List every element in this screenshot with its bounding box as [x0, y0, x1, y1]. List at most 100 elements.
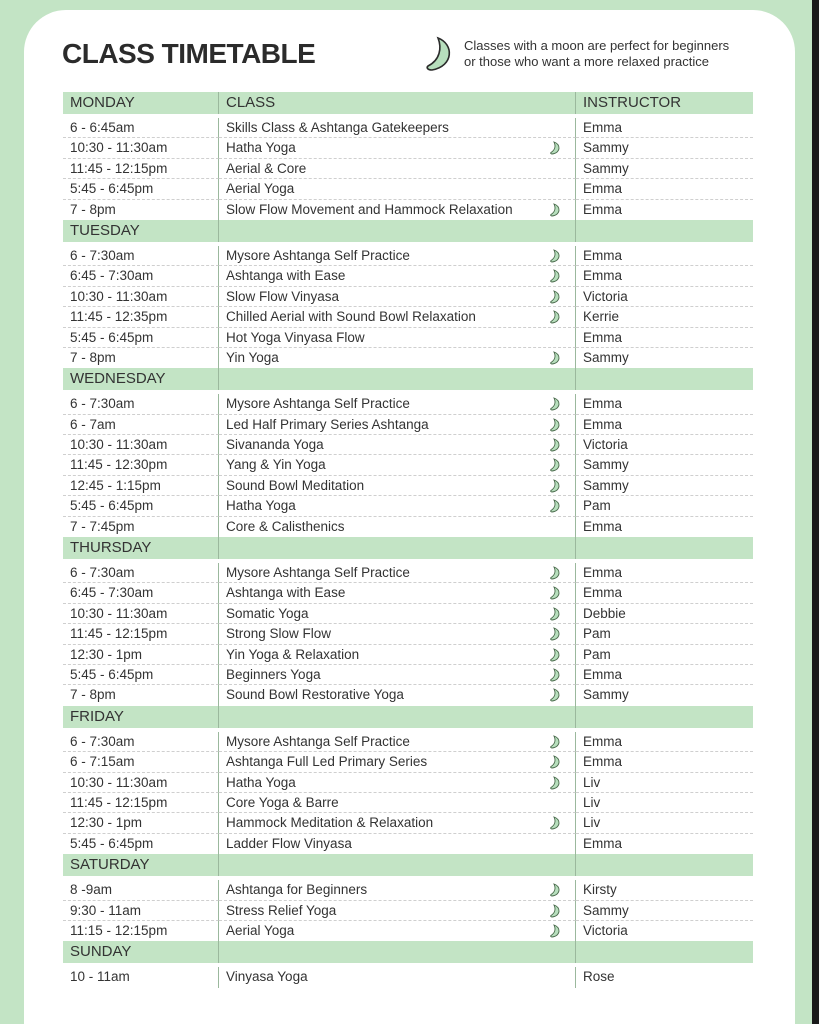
class-name-cell: Sound Bowl Restorative Yoga — [219, 685, 576, 706]
instructor: Sammy — [576, 159, 753, 180]
moon-icon — [550, 438, 560, 452]
moon-icon — [550, 755, 560, 769]
moon-icon — [550, 269, 560, 283]
class-time: 7 - 8pm — [63, 685, 219, 706]
class-time: 12:45 - 1:15pm — [63, 475, 219, 497]
instructor: Sammy — [583, 349, 629, 365]
moon-icon — [550, 397, 560, 411]
instructor: Victoria — [576, 435, 753, 456]
instructor: Emma — [576, 563, 753, 584]
class-name-cell: Hatha Yoga — [219, 772, 576, 793]
moon-icon — [550, 249, 560, 263]
class-time: 11:45 - 12:15pm — [63, 624, 219, 645]
day-header: TUESDAY — [63, 219, 753, 242]
class-name-cell: Chilled Aerial with Sound Bowl Relaxatio… — [219, 307, 576, 328]
class-name-cell: Hot Yoga Vinyasa Flow — [219, 327, 576, 348]
table-row: 5:45 - 6:45pm Aerial Yoga Emma — [63, 179, 753, 200]
class-name-cell: Hammock Meditation & Relaxation — [219, 813, 576, 834]
moon-icon — [550, 417, 560, 432]
class-time: 5:45 - 6:45pm — [63, 833, 219, 855]
table-row: 8 -9am Ashtanga for Beginners Kirsty — [63, 880, 753, 901]
class-name: Hatha Yoga — [226, 498, 296, 514]
class-time: 7 - 8pm — [63, 199, 219, 220]
table-row: 10 - 11am Vinyasa Yoga Rose — [63, 967, 753, 988]
day-label: MONDAY — [63, 92, 219, 114]
class-name: Yin Yoga — [226, 349, 279, 365]
class-name-cell: Ashtanga with Ease — [219, 266, 576, 287]
day-classes: 6 - 7:30am Mysore Ashtanga Self Practice E… — [63, 728, 753, 855]
class-time: 8 -9am — [63, 880, 219, 901]
instructor: Sammy — [576, 901, 753, 921]
class-name: Hatha Yoga — [226, 774, 296, 790]
day-classes: 6 - 7:30am Mysore Ashtanga Self Practice E… — [63, 559, 753, 706]
class-name-cell: Somatic Yoga — [219, 603, 576, 625]
table-row: 11:45 - 12:30pm Yang & Yin Yoga Sammy — [63, 455, 753, 476]
table-row: 6 - 7:30am Mysore Ashtanga Self Practice E… — [63, 731, 753, 753]
class-column-header — [219, 368, 576, 391]
instructor: Emma — [576, 415, 753, 436]
class-time: 6 - 7:30am — [63, 563, 219, 584]
class-time: 5:45 - 6:45pm — [63, 179, 219, 200]
page-title: CLASS TIMETABLE — [62, 38, 316, 69]
instructor-column-header — [576, 220, 753, 242]
class-time: 11:45 - 12:15pm — [63, 158, 219, 180]
class-time: 5:45 - 6:45pm — [63, 496, 219, 517]
class-time: 10:30 - 11:30am — [63, 286, 219, 308]
moon-icon — [550, 351, 560, 365]
moon-icon — [550, 627, 560, 641]
class-name-cell: Beginners Yoga — [219, 664, 576, 686]
class-name-cell: Skills Class & Ashtanga Gatekeepers — [219, 118, 576, 139]
table-row: 6 - 7am Led Half Primary Series Ashtanga E… — [63, 414, 753, 436]
moon-icon — [550, 566, 560, 580]
class-name-cell: Yin Yoga — [219, 347, 576, 369]
instructor-column-header — [576, 854, 753, 876]
instructor: Emma — [576, 179, 753, 200]
day-label: SATURDAY — [63, 854, 219, 877]
class-time: 6 - 7am — [63, 414, 219, 436]
class-time: 11:45 - 12:35pm — [63, 307, 219, 328]
table-row: 6:45 - 7:30am Ashtanga with Ease Emma — [63, 266, 753, 287]
table-row: 10:30 - 11:30am Somatic Yoga Debbie — [63, 603, 753, 625]
class-name-cell: Led Half Primary Series Ashtanga — [219, 414, 576, 436]
day-header: SUNDAY — [63, 941, 753, 964]
moon-icon — [550, 141, 560, 155]
table-row: 10:30 - 11:30am Slow Flow Vinyasa Victoria — [63, 286, 753, 308]
class-name: Hot Yoga Vinyasa Flow — [226, 329, 365, 345]
class-name: Led Half Primary Series Ashtanga — [226, 416, 429, 432]
day-label: TUESDAY — [63, 219, 219, 242]
legend-line-1: Classes with a moon are perfect for begi… — [464, 38, 730, 53]
class-time: 10:30 - 11:30am — [63, 435, 219, 456]
class-name-cell: Vinyasa Yoga — [219, 967, 576, 988]
day-header: FRIDAY — [63, 705, 753, 728]
day-header: SATURDAY — [63, 854, 753, 877]
table-row: 10:30 - 11:30am Hatha Yoga Sammy — [63, 138, 753, 159]
class-name-cell: Mysore Ashtanga Self Practice — [219, 394, 576, 415]
class-name: Vinyasa Yoga — [226, 969, 308, 985]
instructor: Emma — [576, 246, 753, 267]
day-classes: 6 - 7:30am Mysore Ashtanga Self Practice E… — [63, 390, 753, 538]
table-row: 6 - 7:30am Mysore Ashtanga Self Practice E… — [63, 563, 753, 584]
class-name: Ashtanga Full Led Primary Series — [226, 754, 428, 770]
class-name: Sivananda Yoga — [226, 437, 324, 453]
instructor: Victoria — [576, 287, 753, 308]
class-time: 10:30 - 11:30am — [63, 772, 219, 793]
moon-icon — [550, 310, 560, 324]
class-time: 11:15 - 12:15pm — [63, 920, 219, 942]
class-name-cell: Ashtanga for Beginners — [219, 880, 576, 901]
class-name: Hatha Yoga — [226, 140, 296, 156]
instructor-column-header: INSTRUCTOR — [583, 94, 682, 111]
moon-icon — [550, 458, 560, 472]
class-name-cell: Aerial Yoga — [219, 179, 576, 200]
timetable: MONDAY CLASS INSTRUCTOR 6 - 6:45am Skills Cl… — [63, 92, 753, 988]
class-name: Mysore Ashtanga Self Practice — [226, 733, 410, 749]
moon-icon — [550, 647, 560, 662]
instructor: Liv — [576, 793, 753, 814]
instructor: Emma — [576, 665, 753, 686]
moon-icon — [550, 499, 560, 513]
class-name: Aerial & Core — [226, 160, 307, 176]
class-time: 10 - 11am — [63, 967, 219, 988]
table-row: 11:15 - 12:15pm Aerial Yoga Victoria — [63, 920, 753, 942]
class-name-cell: Core & Calisthenics — [219, 516, 576, 538]
table-row: 7 - 7:45pm Core & Calisthenics Emma — [63, 516, 753, 538]
day-label: FRIDAY — [63, 705, 219, 728]
